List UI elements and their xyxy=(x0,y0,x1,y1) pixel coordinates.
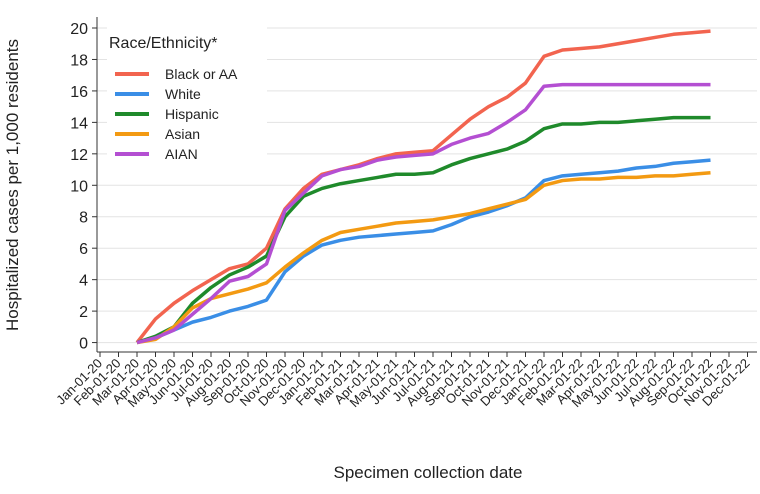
series-line xyxy=(136,82,711,345)
y-tick-label: 8 xyxy=(79,210,88,227)
y-tick-label: 2 xyxy=(79,304,88,321)
series-line xyxy=(135,29,711,344)
legend-label: Asian xyxy=(165,126,200,142)
y-tick-label: 20 xyxy=(70,21,88,38)
legend-label: Hispanic xyxy=(165,106,219,122)
legend-title: Race/Ethnicity* xyxy=(109,35,218,52)
y-axis-title: Hospitalized cases per 1,000 residents xyxy=(3,39,22,331)
legend-label: Black or AA xyxy=(165,66,238,82)
y-tick-label: 16 xyxy=(70,84,88,101)
series-line xyxy=(136,170,711,345)
y-tick-label: 18 xyxy=(70,52,88,69)
y-tick-label: 0 xyxy=(79,336,88,353)
x-axis-title: Specimen collection date xyxy=(333,463,522,482)
y-tick-label: 6 xyxy=(79,241,88,258)
legend-label: AIAN xyxy=(165,146,198,162)
legend-label: White xyxy=(165,86,201,102)
y-tick-label: 4 xyxy=(79,273,88,290)
y-tick-label: 14 xyxy=(70,115,88,132)
series-line xyxy=(136,115,711,345)
y-tick-label: 10 xyxy=(70,178,88,195)
y-tick-label: 12 xyxy=(70,147,88,164)
series-line xyxy=(136,158,711,345)
